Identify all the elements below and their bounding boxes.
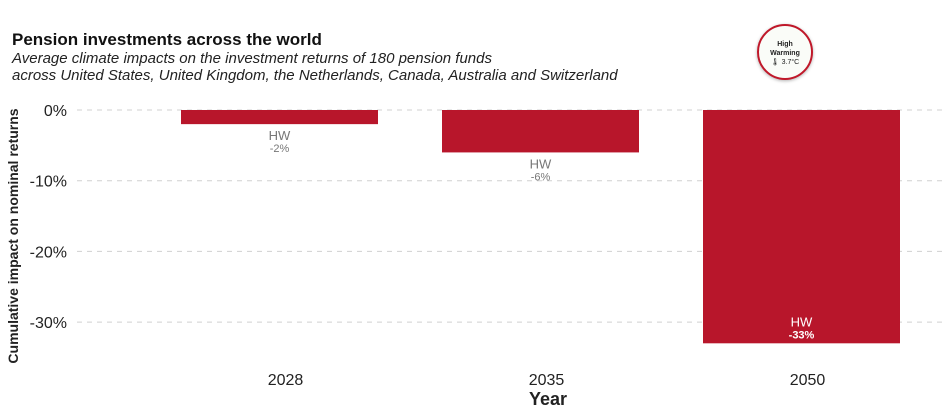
thermometer-icon: 🌡	[770, 59, 780, 66]
badge-temp: 3.7°C	[781, 59, 800, 66]
x-tick-label: 2028	[268, 372, 304, 389]
data-label-value: -33%	[789, 329, 815, 341]
badge-line2: Warming	[770, 50, 800, 57]
high-warming-badge: High Warming 🌡 3.7°C	[757, 24, 813, 80]
data-label-series: HW	[530, 156, 552, 171]
x-tick-label: 2035	[529, 372, 565, 389]
data-label-value: -6%	[531, 171, 551, 183]
subtitle-line-2: across United States, United Kingdom, th…	[12, 67, 618, 84]
data-label-series: HW	[791, 314, 813, 329]
y-tick-label: -30%	[30, 315, 67, 332]
chart-subtitle: Average climate impacts on the investmen…	[12, 50, 618, 84]
y-tick-label: -10%	[30, 174, 67, 191]
chart-title: Pension investments across the world	[12, 30, 322, 49]
x-axis-label: Year	[529, 389, 567, 409]
bar-2028	[181, 110, 378, 125]
y-tick-label: -20%	[30, 244, 67, 261]
subtitle-line-1: Average climate impacts on the investmen…	[12, 50, 492, 67]
badge-line1: High	[777, 41, 793, 48]
bar-2035	[442, 110, 639, 153]
data-label-series: HW	[269, 128, 291, 143]
y-axis-label: Cumulative impact on nominal returns	[5, 108, 21, 363]
x-tick-label: 2050	[790, 372, 826, 389]
bar-2050	[703, 110, 900, 344]
data-label-value: -2%	[270, 143, 290, 155]
y-tick-label: 0%	[44, 103, 67, 120]
